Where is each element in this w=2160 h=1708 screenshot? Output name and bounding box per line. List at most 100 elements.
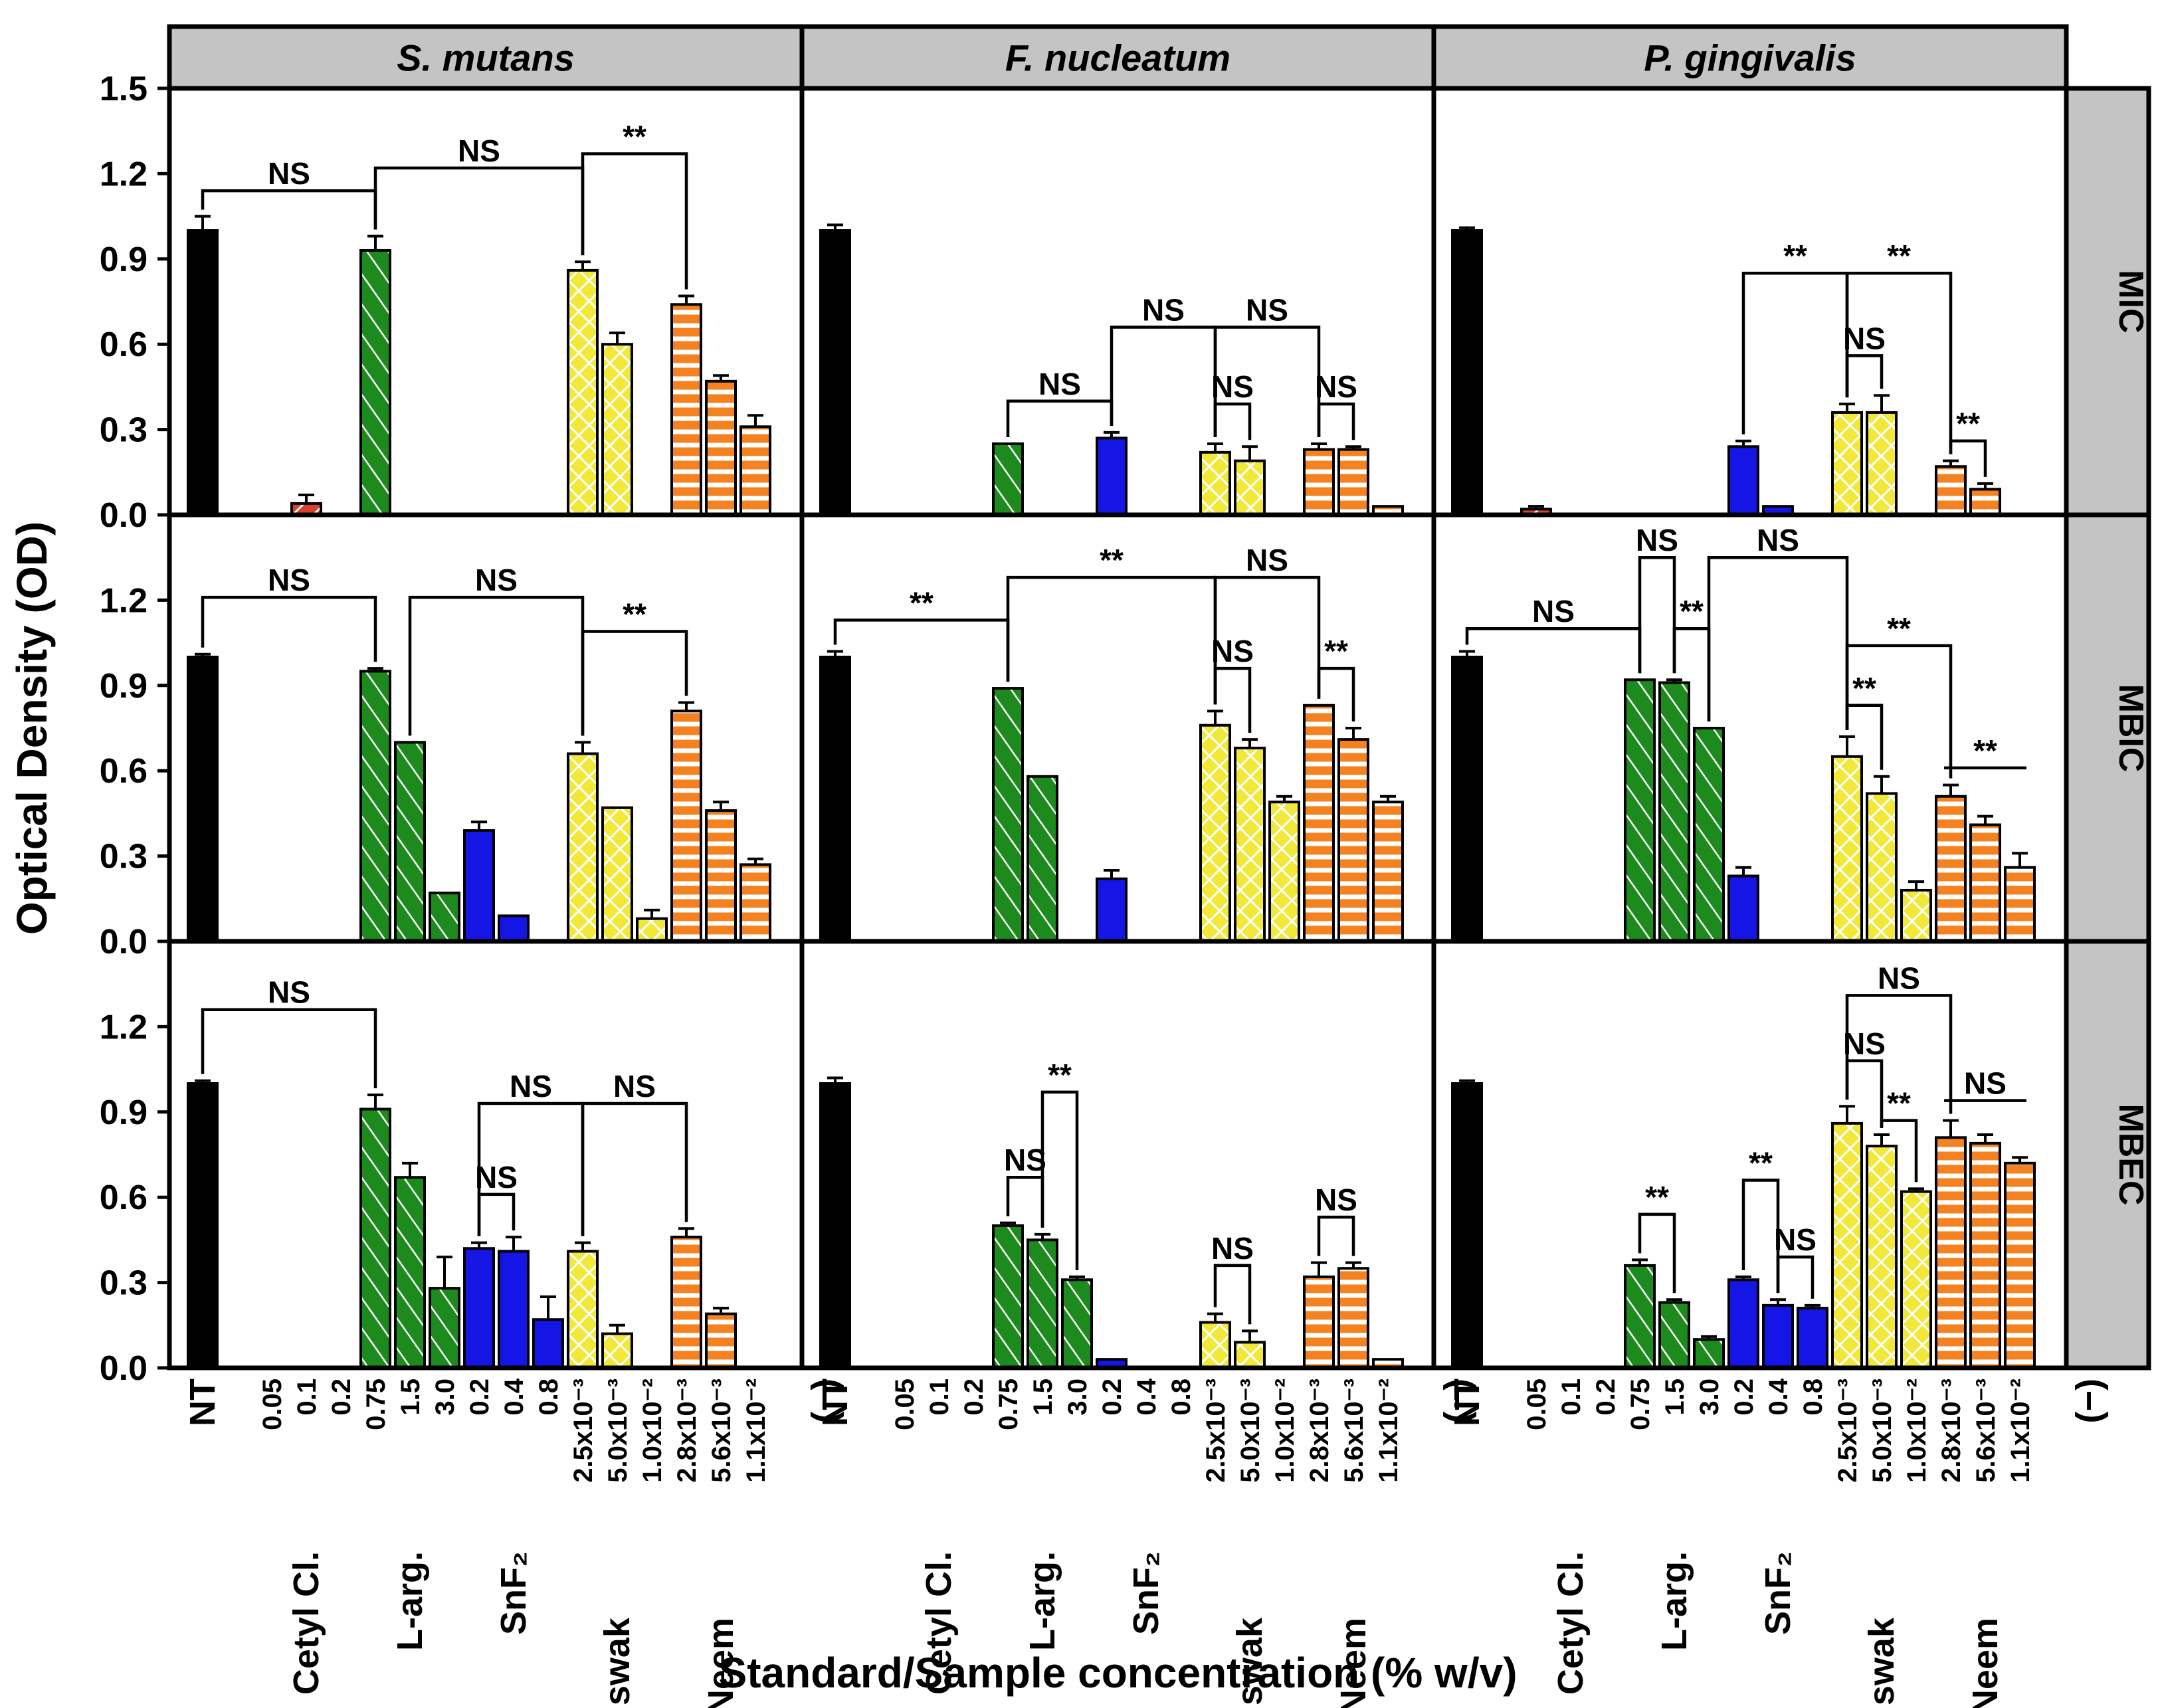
error-bar-smutans-mic-5-2 xyxy=(747,414,763,427)
significance-bracket-smutans-mbec-0 xyxy=(201,1008,377,1089)
significance-bracket-pgingivalis-mbec-0 xyxy=(1638,1212,1676,1293)
y-tick-label-1-2: 0.6 xyxy=(100,752,147,791)
error-bar-pgingivalis-mbec-5-2 xyxy=(2012,1156,2028,1163)
significance-bracket-fnucleatum-mbic-1 xyxy=(1006,575,1217,705)
significance-label-smutans-mbec-0: NS xyxy=(268,975,310,1010)
error-bar-smutans-mic-5-0 xyxy=(678,294,694,305)
x-conc-label-1-5-1: 5.6x10⁻³ xyxy=(1339,1378,1369,1483)
bar-pattern-pgingivalis-mic-1-0 xyxy=(1522,509,1551,515)
error-bar-smutans-mbic-0-0 xyxy=(195,652,211,657)
bar-pattern-smutans-mbec-5-1 xyxy=(706,1313,736,1368)
significance-label-fnucleatum-mbic-1: ** xyxy=(1100,543,1124,577)
error-bar-fnucleatum-mbec-4-0 xyxy=(1207,1312,1223,1323)
bar-pattern-smutans-mbic-2-0 xyxy=(361,671,390,941)
significance-label-fnucleatum-mic-2: NS xyxy=(1246,293,1288,328)
x-conc-label-0-3-0: 0.2 xyxy=(465,1378,494,1416)
bar-pattern-fnucleatum-mbic-4-2 xyxy=(1270,802,1299,941)
error-bar-pgingivalis-mbec-4-0 xyxy=(1839,1105,1855,1123)
bar-pattern-fnucleatum-mbec-2-0 xyxy=(993,1226,1023,1368)
bar-pattern-smutans-mbic-4-0 xyxy=(568,753,597,941)
error-bar-pgingivalis-mbic-2-1 xyxy=(1666,678,1682,683)
x-conc-label-0-3-2: 0.8 xyxy=(534,1378,563,1416)
bar-pattern-smutans-mic-4-0 xyxy=(568,270,597,515)
y-tick-label-0-4: 1.2 xyxy=(100,155,147,193)
x-conc-label-1-5-0: 2.8x10⁻³ xyxy=(1305,1378,1334,1483)
y-tick-label-1-1: 0.3 xyxy=(100,838,147,876)
x-conc-label-2-2-1: 1.5 xyxy=(1660,1378,1690,1416)
x-conc-label-0-2-2: 3.0 xyxy=(431,1378,460,1416)
significance-bracket-pgingivalis-mic-1 xyxy=(1845,271,1953,454)
significance-bracket-smutans-mic-0 xyxy=(201,189,377,230)
column-strip-0 xyxy=(167,24,805,91)
x-conc-label-1-3-1: 0.4 xyxy=(1132,1378,1161,1415)
error-bar-fnucleatum-mic-4-0 xyxy=(1207,442,1223,452)
significance-label-pgingivalis-mbic-1: NS xyxy=(1636,523,1678,557)
error-bar-fnucleatum-mic-3-0 xyxy=(1104,430,1120,438)
x-conc-label-1-1-0: 0.05 xyxy=(890,1378,920,1430)
y-tick-label-0-1: 0.3 xyxy=(100,411,147,450)
significance-bracket-pgingivalis-mbec-4 xyxy=(1880,1119,1918,1183)
error-bar-smutans-mbic-5-1 xyxy=(713,801,729,811)
bar-pattern-smutans-mbic-5-2 xyxy=(741,864,770,941)
bar-pattern-smutans-mbec-2-0 xyxy=(361,1109,390,1368)
bar-pattern-fnucleatum-mic-5-0 xyxy=(1304,449,1333,515)
error-bar-pgingivalis-mbec-4-1 xyxy=(1874,1133,1890,1147)
error-bar-smutans-mic-4-1 xyxy=(609,332,625,345)
significance-label-smutans-mic-2: ** xyxy=(623,119,646,153)
significance-bracket-pgingivalis-mbic-4 xyxy=(1845,644,1953,779)
significance-bracket-fnucleatum-mic-0 xyxy=(1006,399,1114,437)
error-bar-smutans-mbic-4-2 xyxy=(644,908,660,919)
significance-bracket-pgingivalis-mic-3 xyxy=(1949,439,1987,477)
error-bar-pgingivalis-mbec-3-1 xyxy=(1770,1298,1786,1305)
bar-pattern-pgingivalis-mbic-5-1 xyxy=(1971,824,2000,941)
bar-pattern-smutans-mic-1-1 xyxy=(292,503,321,515)
significance-bracket-fnucleatum-mic-4 xyxy=(1317,402,1355,440)
x-group-label-0-5: Neem xyxy=(701,1618,741,1708)
error-bar-pgingivalis-mbec-3-0 xyxy=(1735,1276,1751,1280)
x-conc-label-0-5-1: 5.6x10⁻³ xyxy=(707,1378,736,1483)
error-bar-pgingivalis-mic-0-0 xyxy=(1459,226,1475,231)
x-conc-label-2-3-0: 0.2 xyxy=(1729,1378,1759,1416)
error-bar-smutans-mic-0-0 xyxy=(195,215,211,231)
bar-pattern-fnucleatum-mbic-2-1 xyxy=(1028,776,1057,941)
significance-bracket-fnucleatum-mic-2 xyxy=(1213,326,1321,437)
x-conc-label-2-3-1: 0.4 xyxy=(1764,1378,1793,1415)
error-bar-fnucleatum-mic-0-0 xyxy=(827,223,843,231)
x-group-label-2-2: L-arg. xyxy=(1654,1551,1694,1651)
x-axis-title: Standard/Sample concentration (% w/v) xyxy=(719,1649,1518,1697)
x-conc-label-2-5-1: 5.6x10⁻³ xyxy=(1971,1378,2001,1483)
bar-fill-pgingivalis-mic-0-0 xyxy=(1452,231,1482,515)
bar-pattern-pgingivalis-mbec-5-2 xyxy=(2005,1163,2034,1368)
significance-label-fnucleatum-mic-4: NS xyxy=(1315,369,1357,404)
x-conc-label-2-4-2: 1.0x10⁻² xyxy=(1902,1378,1931,1483)
row-title-2: MBEC xyxy=(2111,1103,2150,1205)
bar-pattern-smutans-mbec-2-1 xyxy=(395,1177,425,1368)
x-conc-label-2-4-1: 5.0x10⁻³ xyxy=(1868,1378,1897,1483)
error-bar-smutans-mbec-4-1 xyxy=(609,1323,625,1334)
significance-label-smutans-mic-1: NS xyxy=(458,134,500,168)
x-group-label-1-1: Cetyl Cl. xyxy=(919,1551,959,1695)
significance-label-smutans-mbic-2: ** xyxy=(623,597,646,631)
significance-label-fnucleatum-mbic-4: ** xyxy=(1324,634,1348,668)
x-conc-label-1-2-0: 0.75 xyxy=(994,1378,1023,1430)
bar-pattern-fnucleatum-mbec-5-1 xyxy=(1339,1268,1368,1368)
error-bar-fnucleatum-mbec-0-0 xyxy=(827,1076,843,1084)
error-bar-fnucleatum-mbec-2-1 xyxy=(1034,1232,1050,1240)
row-strip-0 xyxy=(2064,86,2151,518)
bar-pattern-smutans-mbec-4-1 xyxy=(603,1333,632,1368)
bar-fill-pgingivalis-mic-3-0 xyxy=(1729,446,1758,515)
x-group-label-2-0: NT xyxy=(1447,1378,1487,1426)
error-bar-smutans-mic-4-0 xyxy=(575,260,591,270)
significance-bracket-fnucleatum-mbec-0 xyxy=(1040,1090,1079,1271)
y-tick-label-2-1: 0.3 xyxy=(100,1264,147,1303)
x-conc-label-0-1-1: 0.1 xyxy=(292,1378,322,1416)
x-conc-label-0-4-1: 5.0x10⁻³ xyxy=(603,1378,633,1483)
significance-label-pgingivalis-mbec-6: NS xyxy=(1964,1066,2007,1101)
error-bar-smutans-mbic-3-0 xyxy=(471,820,487,831)
significance-label-smutans-mbec-3: NS xyxy=(475,1160,518,1194)
significance-label-fnucleatum-mbec-3: NS xyxy=(1315,1183,1357,1217)
x-conc-label-1-4-0: 2.5x10⁻³ xyxy=(1201,1378,1230,1483)
error-bar-smutans-mbec-4-0 xyxy=(575,1241,591,1252)
error-bar-fnucleatum-mic-4-1 xyxy=(1242,445,1258,461)
